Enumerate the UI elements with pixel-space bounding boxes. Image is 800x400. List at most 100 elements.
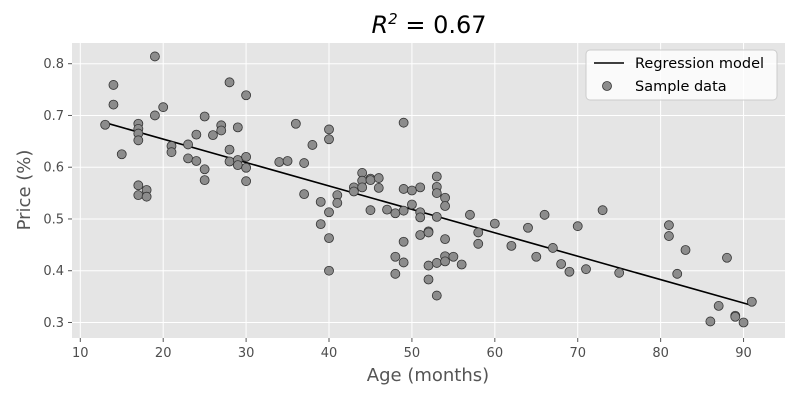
data-point [324, 134, 334, 145]
data-point [241, 176, 252, 187]
data-point [672, 268, 683, 279]
data-point [440, 256, 450, 267]
data-point [423, 274, 434, 285]
data-point [390, 268, 401, 279]
data-point [415, 230, 426, 240]
data-point [390, 251, 401, 262]
x-tick-label: 30 [238, 346, 255, 361]
data-point [150, 110, 160, 121]
legend-box [585, 49, 778, 101]
data-point [133, 180, 144, 191]
data-point [208, 130, 218, 141]
data-point [324, 265, 334, 276]
data-point [738, 317, 749, 328]
data-point [448, 251, 459, 262]
data-point [407, 185, 417, 196]
data-point [398, 236, 409, 247]
data-point [489, 218, 500, 229]
data-point [746, 296, 757, 307]
data-point [315, 196, 326, 207]
regression-line-layer [104, 121, 753, 307]
title-rest: = 0.67 [398, 11, 487, 39]
data-point [664, 231, 674, 241]
data-point [423, 260, 434, 271]
data-point [365, 175, 376, 186]
legend-point-swatch [602, 81, 612, 91]
data-point [523, 222, 533, 233]
data-point [473, 238, 484, 249]
data-point [431, 211, 442, 222]
y-axis-label: Price (%) [14, 150, 35, 231]
data-point [531, 251, 542, 262]
data-point [556, 259, 567, 269]
data-point [332, 198, 343, 208]
legend-label-regression: Regression model [635, 56, 764, 72]
data-point [664, 220, 674, 231]
data-point [423, 227, 434, 238]
data-point [431, 188, 442, 198]
data-point [158, 102, 169, 113]
x-tick-label: 50 [404, 346, 421, 361]
data-point [100, 119, 111, 130]
data-point [705, 316, 716, 327]
data-point [357, 182, 368, 193]
data-point [241, 162, 252, 173]
data-point [722, 252, 732, 263]
x-tick-label: 60 [487, 346, 504, 361]
x-tick-label: 10 [72, 346, 89, 361]
data-point [440, 192, 450, 203]
data-point [224, 156, 235, 167]
data-point [431, 258, 442, 268]
data-point [348, 186, 359, 197]
x-tick-label: 20 [155, 346, 172, 361]
data-point [299, 189, 310, 200]
data-point [456, 259, 467, 270]
sample-points [100, 51, 757, 328]
x-tick-label: 80 [652, 346, 669, 361]
data-point [431, 290, 442, 301]
data-point [274, 157, 285, 167]
data-point [415, 182, 426, 193]
x-tick-label: 40 [321, 346, 338, 361]
data-point [183, 153, 193, 164]
data-point [199, 175, 210, 186]
data-point [597, 205, 608, 216]
data-point [415, 212, 426, 223]
data-point [398, 117, 409, 128]
data-point [290, 118, 301, 129]
data-point [232, 122, 243, 133]
data-point [407, 199, 417, 210]
data-point [398, 184, 409, 194]
y-tick-label: 0.8 [43, 57, 64, 72]
data-point [141, 191, 152, 202]
data-point [539, 209, 550, 220]
x-axis-label: Age (months) [367, 365, 489, 386]
data-point [315, 219, 326, 230]
data-point [614, 267, 625, 278]
data-point [713, 301, 724, 311]
data-point [390, 208, 401, 219]
y-tick-label: 0.6 [43, 161, 64, 176]
data-point [232, 160, 243, 171]
data-point [307, 140, 318, 150]
data-point [199, 111, 210, 122]
data-point [191, 156, 202, 166]
data-point [730, 311, 741, 322]
data-point [324, 124, 334, 135]
data-point [440, 234, 450, 245]
data-point [440, 201, 450, 211]
x-tick-label: 70 [569, 346, 586, 361]
data-point [473, 227, 484, 238]
y-axis-ticks: 0.3 0.4 0.5 0.6 0.7 0.8 [43, 57, 72, 331]
data-point [506, 240, 517, 251]
data-point [564, 266, 575, 277]
regression-line [104, 121, 753, 307]
data-point [299, 158, 310, 168]
data-point [191, 129, 202, 140]
data-point [166, 147, 177, 158]
data-point [398, 257, 409, 268]
title-base: R [371, 11, 388, 39]
data-point [324, 207, 334, 218]
data-point [324, 233, 334, 244]
legend-label-sample: Sample data [635, 79, 727, 95]
